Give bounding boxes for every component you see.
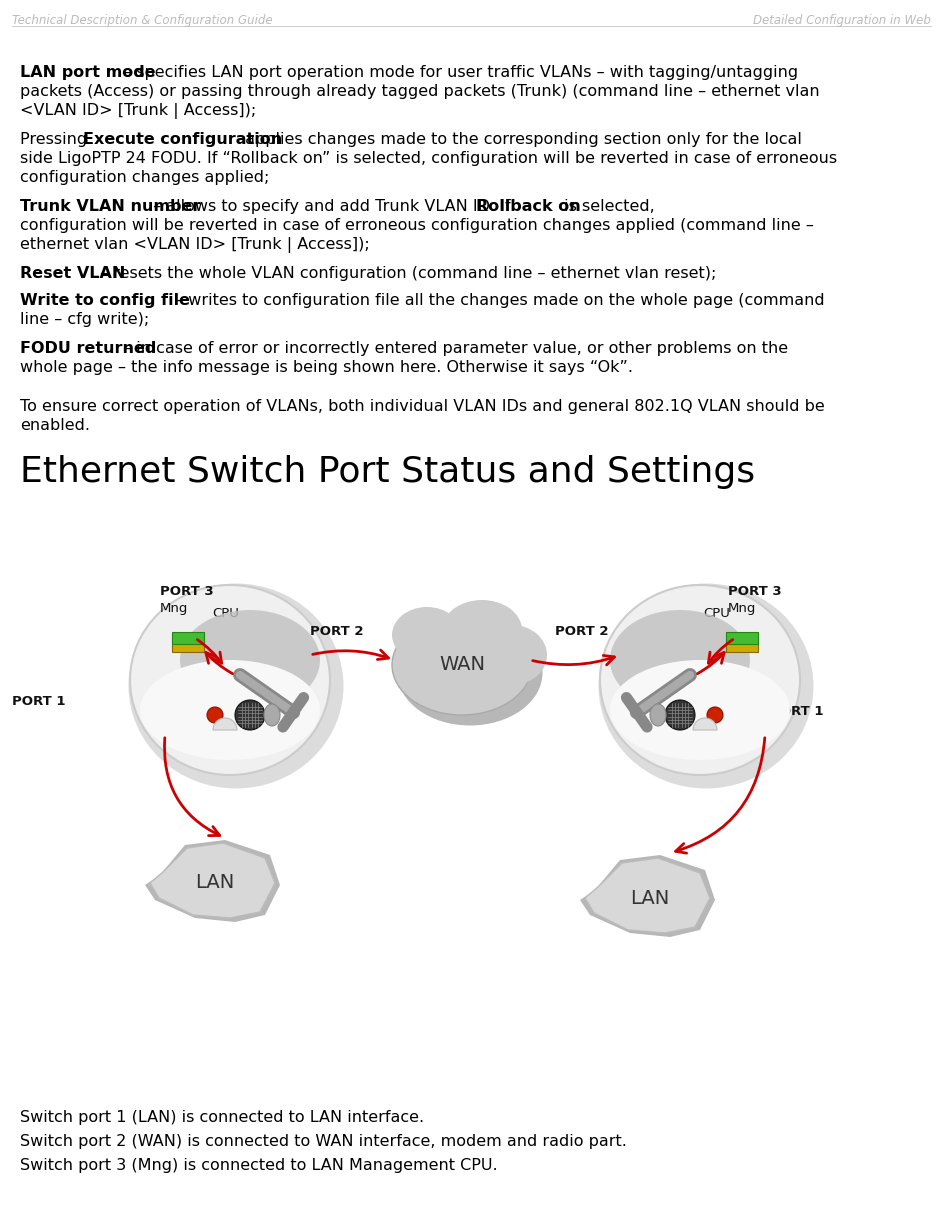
Text: configuration will be reverted in case of erroneous configuration changes applie: configuration will be reverted in case o… <box>20 218 814 233</box>
Ellipse shape <box>180 611 320 710</box>
Ellipse shape <box>610 660 790 760</box>
Ellipse shape <box>140 660 320 760</box>
Text: PORT 2: PORT 2 <box>555 625 608 638</box>
FancyBboxPatch shape <box>726 638 758 652</box>
Polygon shape <box>145 840 280 922</box>
Ellipse shape <box>398 620 542 725</box>
Text: PORT 1: PORT 1 <box>12 695 65 708</box>
FancyBboxPatch shape <box>172 632 204 644</box>
FancyBboxPatch shape <box>726 632 758 644</box>
Wedge shape <box>693 718 717 730</box>
Text: Reset VLAN: Reset VLAN <box>20 266 125 280</box>
Text: Switch port 3 (Mng) is connected to LAN Management CPU.: Switch port 3 (Mng) is connected to LAN … <box>20 1158 498 1173</box>
Ellipse shape <box>264 704 280 725</box>
Text: LAN: LAN <box>630 889 670 908</box>
Text: – in case of error or incorrectly entered parameter value, or other problems on : – in case of error or incorrectly entere… <box>118 341 787 355</box>
Text: CPU: CPU <box>703 607 730 620</box>
Text: LAN: LAN <box>195 873 235 892</box>
Text: Rollback on: Rollback on <box>476 199 581 214</box>
Text: whole page – the info message is being shown here. Otherwise it says “Ok”.: whole page – the info message is being s… <box>20 360 633 375</box>
Ellipse shape <box>600 585 800 775</box>
Text: – resets the whole VLAN configuration (command line – ethernet vlan reset);: – resets the whole VLAN configuration (c… <box>95 266 717 280</box>
Ellipse shape <box>477 625 547 686</box>
Text: side LigoPTP 24 FODU. If “Rollback on” is selected, configuration will be revert: side LigoPTP 24 FODU. If “Rollback on” i… <box>20 151 837 166</box>
FancyBboxPatch shape <box>172 638 204 652</box>
Text: Execute configuration: Execute configuration <box>83 132 282 147</box>
Text: line – cfg write);: line – cfg write); <box>20 312 149 326</box>
Wedge shape <box>213 718 237 730</box>
Text: FODU returned: FODU returned <box>20 341 157 355</box>
Text: PORT 2: PORT 2 <box>310 625 363 638</box>
Ellipse shape <box>128 584 343 788</box>
Text: PORT 1: PORT 1 <box>770 705 823 718</box>
Circle shape <box>665 700 695 730</box>
Text: PORT 3: PORT 3 <box>160 585 214 598</box>
Polygon shape <box>580 855 715 937</box>
Text: configuration changes applied;: configuration changes applied; <box>20 170 270 185</box>
Text: packets (Access) or passing through already tagged packets (Trunk) (command line: packets (Access) or passing through alre… <box>20 83 819 99</box>
Text: Write to config file: Write to config file <box>20 293 190 308</box>
Text: – allows to specify and add Trunk VLAN ID. If: – allows to specify and add Trunk VLAN I… <box>147 199 515 214</box>
Ellipse shape <box>610 611 750 710</box>
Ellipse shape <box>442 600 522 660</box>
Polygon shape <box>585 858 710 933</box>
Circle shape <box>235 700 265 730</box>
Text: ethernet vlan <VLAN ID> [Trunk | Access]);: ethernet vlan <VLAN ID> [Trunk | Access]… <box>20 237 370 253</box>
Text: Pressing: Pressing <box>20 132 92 147</box>
Text: To ensure correct operation of VLANs, both individual VLAN IDs and general 802.1: To ensure correct operation of VLANs, bo… <box>20 399 825 413</box>
Text: CPU: CPU <box>212 607 239 620</box>
Ellipse shape <box>392 607 462 663</box>
Text: Trunk VLAN number: Trunk VLAN number <box>20 199 200 214</box>
Ellipse shape <box>130 585 330 775</box>
Text: is selected,: is selected, <box>559 199 654 214</box>
Text: Mng: Mng <box>728 602 756 615</box>
Text: LAN port mode: LAN port mode <box>20 65 156 80</box>
Text: – writes to configuration file all the changes made on the whole page (command: – writes to configuration file all the c… <box>170 293 824 308</box>
Text: applies changes made to the corresponding section only for the local: applies changes made to the correspondin… <box>240 132 802 147</box>
Circle shape <box>207 707 223 723</box>
Text: Switch port 2 (WAN) is connected to WAN interface, modem and radio part.: Switch port 2 (WAN) is connected to WAN … <box>20 1134 627 1149</box>
Ellipse shape <box>599 584 814 788</box>
Text: enabled.: enabled. <box>20 418 90 433</box>
Text: Technical Description & Configuration Guide: Technical Description & Configuration Gu… <box>12 15 273 27</box>
Text: Switch port 1 (LAN) is connected to LAN interface.: Switch port 1 (LAN) is connected to LAN … <box>20 1110 424 1126</box>
Polygon shape <box>150 843 275 918</box>
Text: Detailed Configuration in Web: Detailed Configuration in Web <box>753 15 931 27</box>
Text: Ethernet Switch Port Status and Settings: Ethernet Switch Port Status and Settings <box>20 455 755 488</box>
Ellipse shape <box>650 704 666 725</box>
Text: PORT 3: PORT 3 <box>728 585 782 598</box>
Text: WAN: WAN <box>439 655 485 675</box>
Text: – specifies LAN port operation mode for user traffic VLANs – with tagging/untagg: – specifies LAN port operation mode for … <box>118 65 798 80</box>
Ellipse shape <box>392 615 532 715</box>
Circle shape <box>707 707 723 723</box>
Text: <VLAN ID> [Trunk | Access]);: <VLAN ID> [Trunk | Access]); <box>20 103 256 118</box>
Text: Mng: Mng <box>160 602 189 615</box>
